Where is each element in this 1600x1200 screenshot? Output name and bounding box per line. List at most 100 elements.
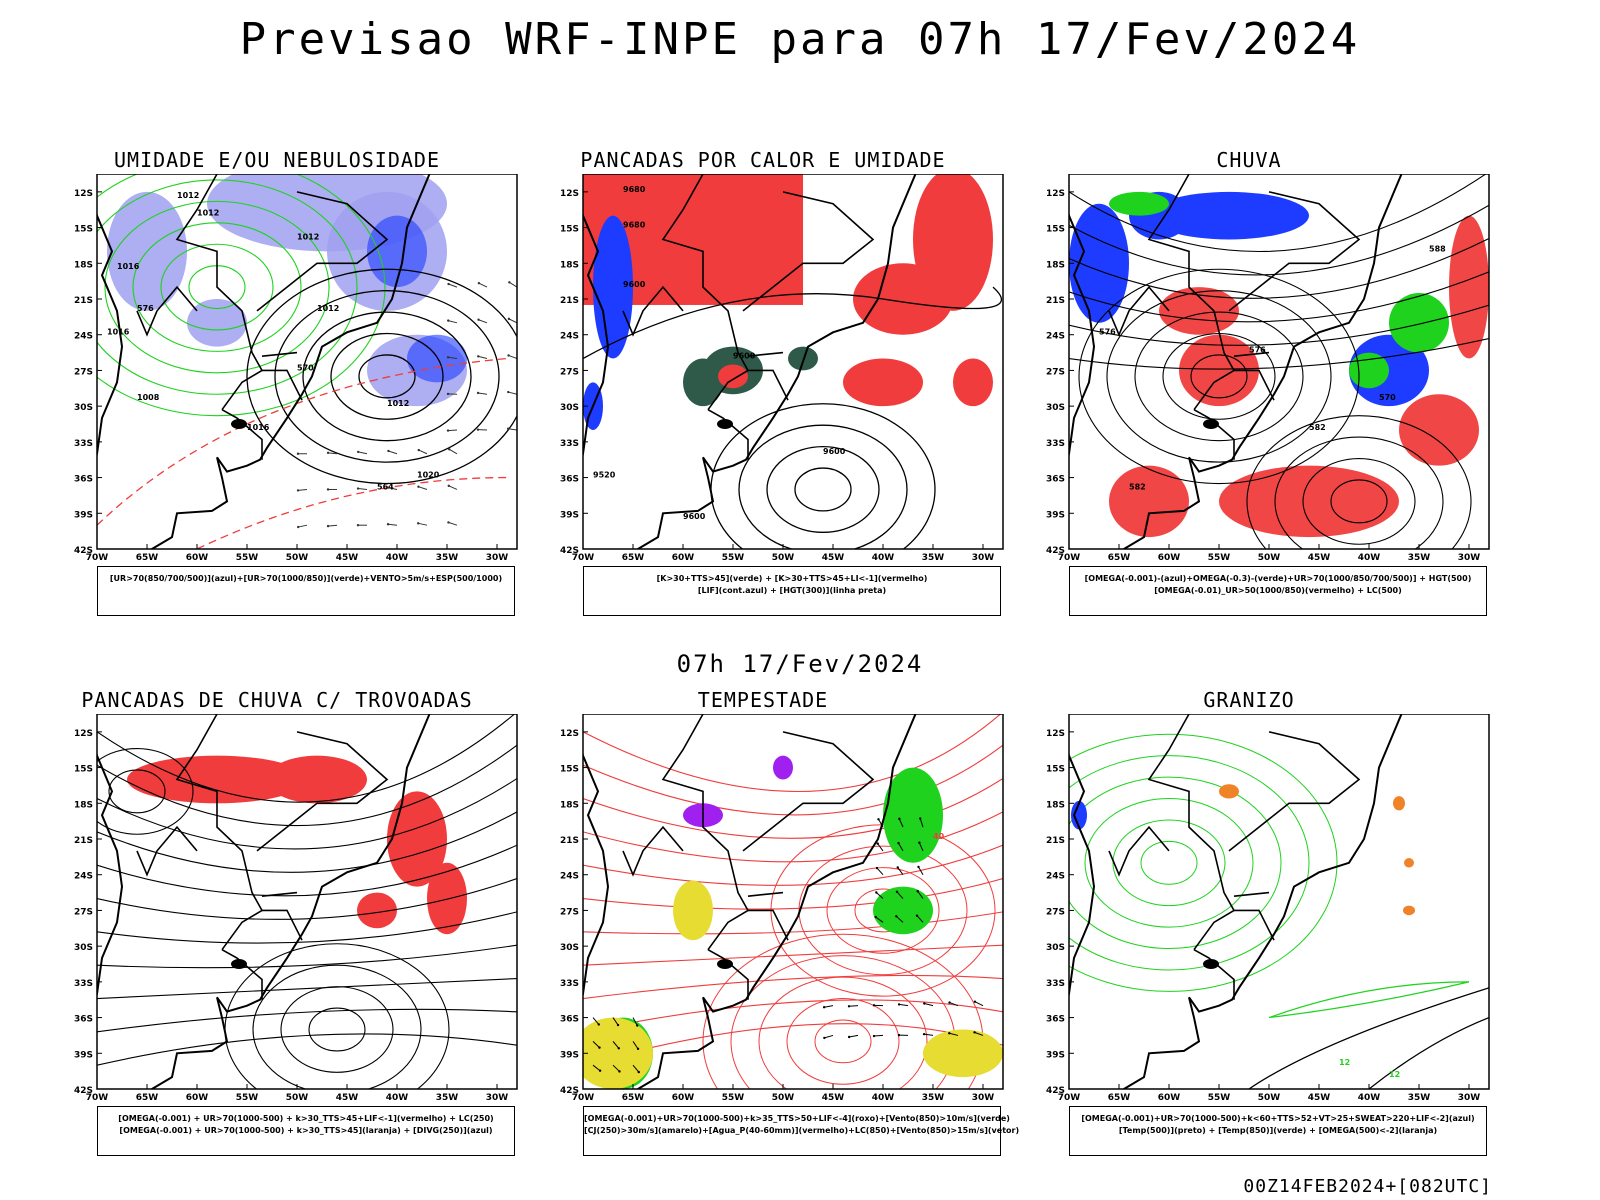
wind-vector-head [895,915,898,918]
state-border [256,731,389,852]
lat-tick-label: 21S [560,836,579,846]
forecast-map: 12 12 12S 15S 18S 21S 24S 27S 30S 33S 36S 39S 42S70W… [1046,714,1490,1103]
wind-vector [877,843,884,852]
field-shading [683,358,723,407]
state-border [175,714,264,951]
lat-tick-label: 36S [74,1015,93,1025]
lon-tick-label: 35W [922,1093,945,1103]
wind-vector-head [897,1003,901,1006]
lat-tick-label: 21S [74,836,93,846]
wind-vector-head [876,842,879,845]
lon-tick-label: 65W [1108,1093,1131,1103]
wind-vector-head [446,429,450,432]
field-shading [913,174,993,311]
field-shading [843,358,923,407]
lat-tick-label: 36S [560,475,579,485]
field-shading [1179,334,1259,407]
wind-vector-head [875,891,878,894]
lat-tick-label: 30S [74,403,93,413]
lat-tick-label: 42S [1046,546,1065,556]
panel-title: CHUVA [1216,148,1282,172]
lon-tick-label: 50W [772,1093,795,1103]
wind-vector-head [386,523,390,526]
field-shading [773,755,793,780]
lat-tick-label: 42S [560,1086,579,1096]
contour-line [1106,290,1332,463]
wind-vector-head [448,448,451,451]
wind-vector-head [447,282,450,286]
wind-vector-head [296,452,300,455]
wind-vector [875,892,884,899]
lon-tick-label: 55W [722,553,745,563]
contour-line [274,290,500,463]
wind-vector [327,452,338,455]
legend-line: [Temp(500)](preto) + [Temp(850)](verde) … [1118,1126,1438,1135]
lat-tick-label: 36S [560,1015,579,1025]
lat-tick-label: 39S [560,1050,579,1060]
lon-tick-label: 35W [1408,553,1431,563]
contour-line [108,769,166,814]
contour-label: 9600 [623,280,646,289]
lagoon [231,959,247,969]
wind-vector [592,1064,601,1072]
lon-tick-label: 35W [1408,1093,1431,1103]
state-border [262,369,303,401]
wind-vector-head [923,1002,926,1005]
lon-tick-label: 60W [186,553,209,563]
state-border [1228,191,1361,312]
contour-label: 1012 [197,209,219,218]
wind-vector [875,916,884,923]
lon-tick-label: 50W [1258,553,1281,563]
contour-label: 9680 [623,221,646,230]
lat-tick-label: 24S [1046,872,1065,882]
state-border [747,351,784,357]
wind-vector [478,319,488,324]
lon-tick-label: 45W [336,553,359,563]
lat-tick-label: 15S [560,225,579,235]
lon-tick-label: 40W [386,553,409,563]
map-panel: CHUVA 588 576 582 570 576 582 12S 15S 18S 21S 24S 27… [1029,148,1490,648]
state-border [1193,949,1235,1000]
lat-tick-label: 39S [1046,510,1065,520]
lat-tick-label: 39S [560,510,579,520]
contour-line [358,354,416,399]
state-border [742,731,875,852]
streamline [1069,337,1489,370]
field-shading [1219,784,1239,799]
contour-line [1246,415,1472,549]
contour-label: 1016 [107,328,130,337]
lat-tick-label: 39S [74,1050,93,1060]
wind-vector-head [477,318,480,321]
contour-line [252,964,422,1089]
contour-line [826,867,940,954]
contour-line [302,311,472,442]
panel-title: PANCADAS DE CHUVA C/ TROVOADAS [81,688,473,712]
lat-tick-label: 18S [560,260,579,270]
state-border [136,285,198,337]
lon-tick-label: 55W [1208,1093,1231,1103]
contour-line [758,976,928,1089]
state-border [1234,909,1275,941]
wind-vector-head [507,390,510,394]
streamline [583,778,1003,839]
lon-tick-label: 60W [186,1093,209,1103]
streamline [1069,238,1489,299]
map-layers: 588 576 582 570 576 582 [1069,174,1489,549]
contour-line [308,1007,366,1052]
contour-label: 1016 [247,423,270,432]
panel-title: TEMPESTADE [697,688,829,712]
streamline [97,878,517,920]
field-shading [883,767,943,863]
wind-vector-head [477,355,480,358]
lon-tick-label: 30W [972,553,995,563]
lat-tick-label: 30S [1046,403,1065,413]
wind-vector-head [922,1032,926,1036]
state-border [661,714,750,951]
wind-vector-head [476,428,480,431]
contour-line [132,222,302,352]
lat-tick-label: 12S [560,189,579,199]
legend-line: [OMEGA(-0.001) + UR>70(1000-500) + k>30_… [118,1114,494,1123]
contour-line [1302,457,1416,545]
wind-vector [388,450,398,455]
contour-line [1330,479,1388,524]
